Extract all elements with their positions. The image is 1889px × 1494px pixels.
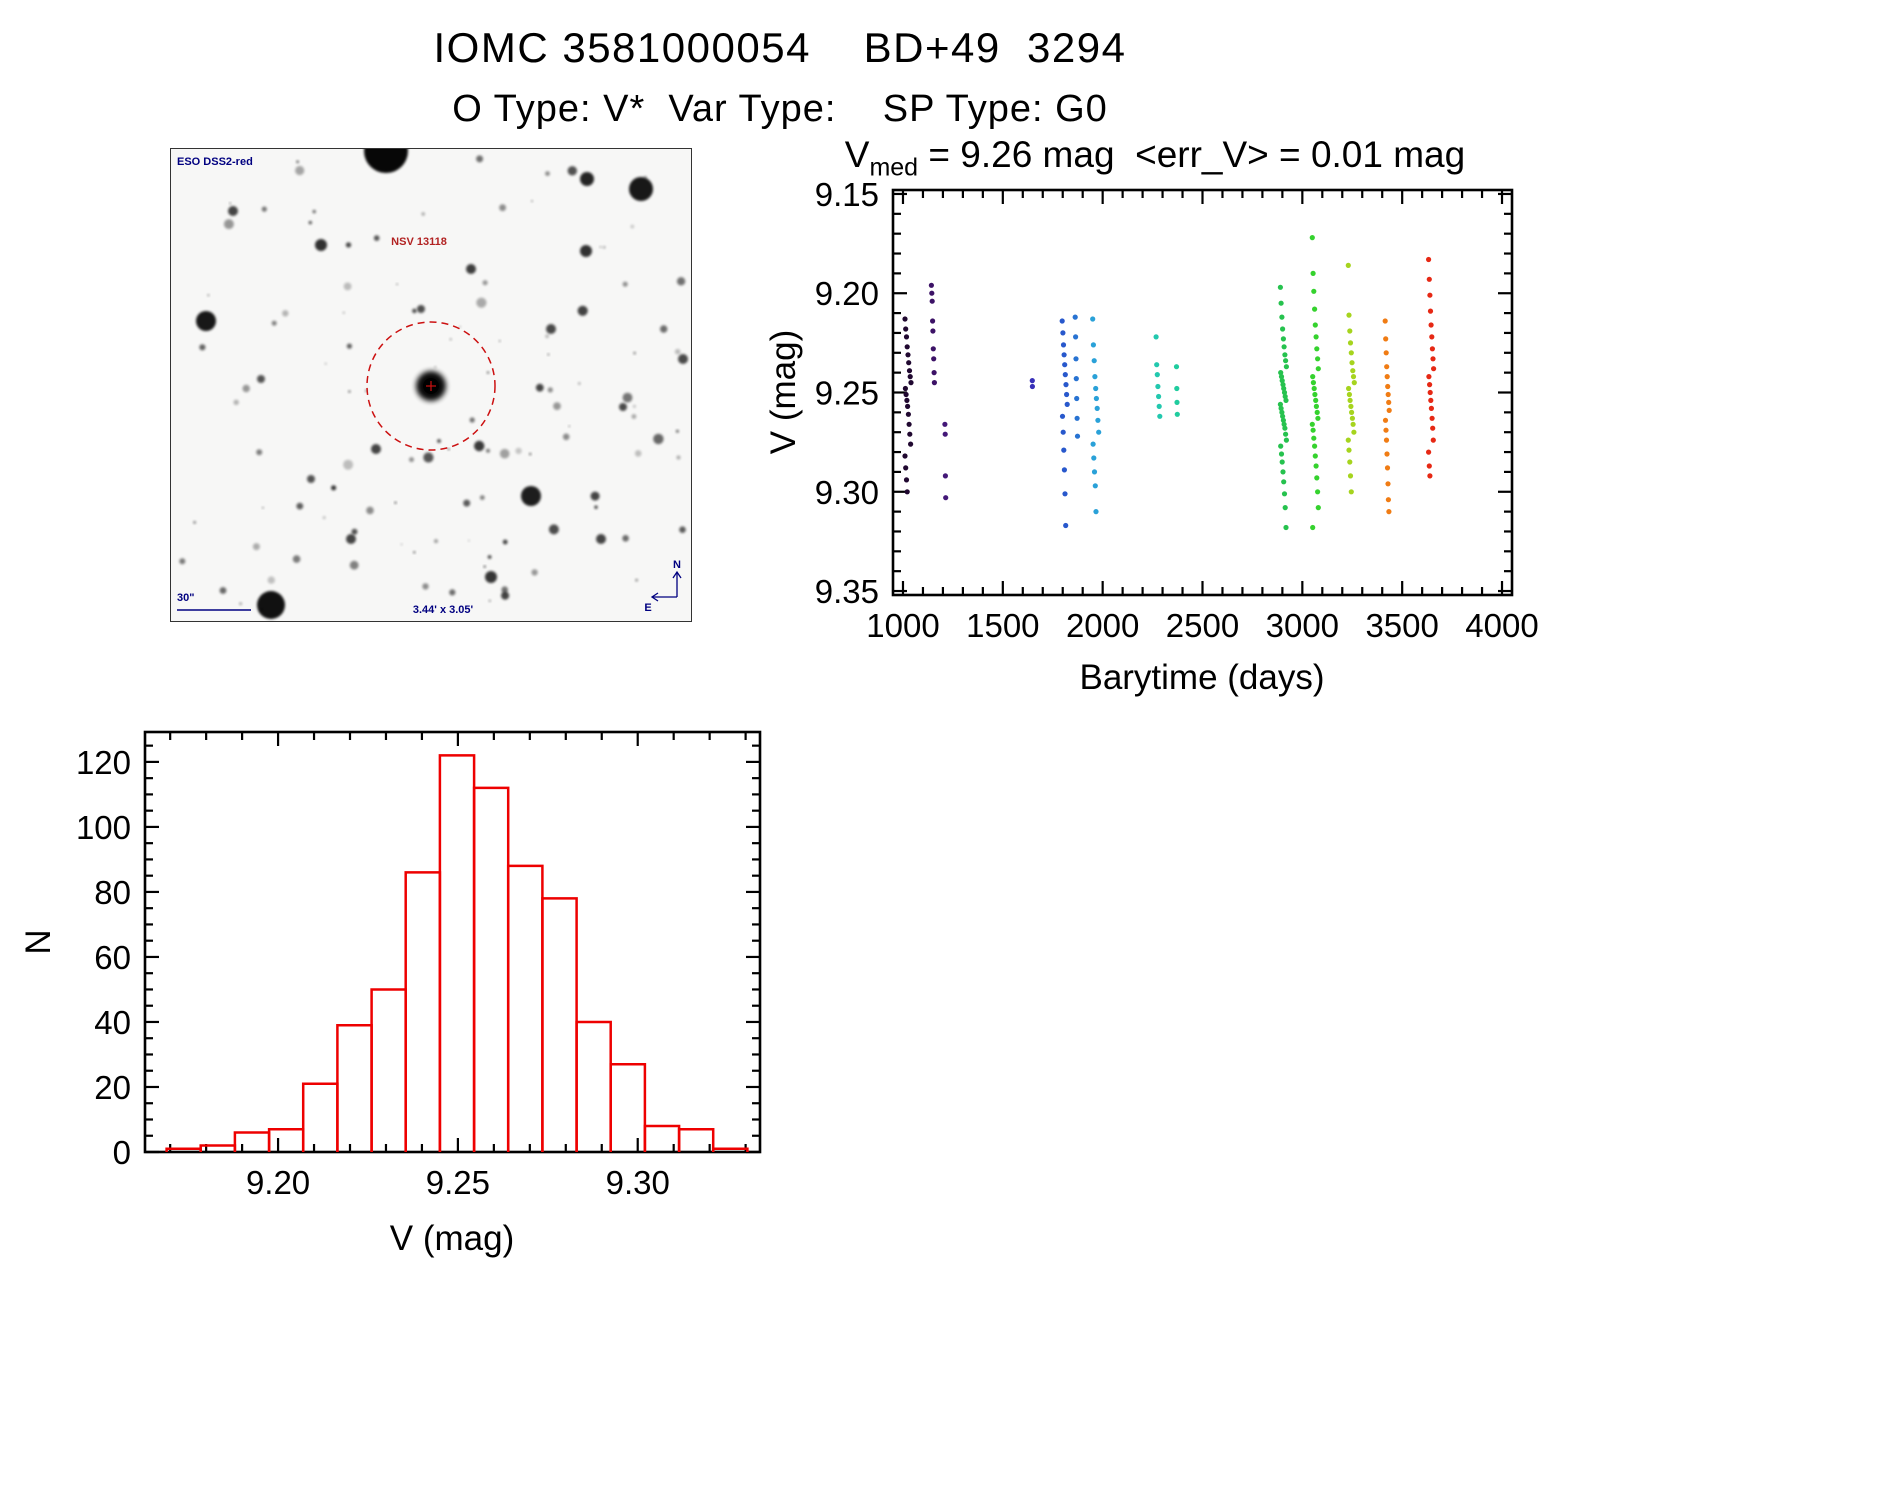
- histogram-bar: [438, 754, 476, 1152]
- x-tick-label: 4000: [1465, 607, 1538, 644]
- y-tick-label: 9.35: [815, 573, 879, 610]
- histogram-bar: [711, 1147, 749, 1152]
- lightcurve-title: Vmed = 9.26 mag <err_V> = 0.01 mag: [750, 134, 1560, 182]
- survey-label: ESO DSS2-red: [177, 156, 253, 168]
- vmed-symbol: V: [844, 134, 870, 175]
- magnitude-histogram: V (mag) N 9.20 9.25 9.30 0 20 40 60 80 100 120: [20, 730, 762, 1258]
- histogram-bar: [370, 988, 407, 1152]
- histogram-bars: [165, 754, 749, 1152]
- lightcurve-ylabel: V (mag): [764, 330, 803, 454]
- vmed-value-text: = 9.26 mag <err_V> = 0.01 mag: [918, 134, 1466, 175]
- x-tick-label: 9.20: [246, 1164, 310, 1201]
- histogram-bar: [301, 1082, 339, 1152]
- histogram-bar: [575, 1020, 612, 1152]
- x-tick-label: 9.25: [426, 1164, 490, 1201]
- histogram-axes: [143, 730, 762, 1154]
- target-label: NSV 13118: [391, 236, 447, 248]
- histogram-xlabel: V (mag): [390, 1219, 514, 1258]
- histogram-tick-labels: 9.20 9.25 9.30 0 20 40 60 80 100 120: [76, 744, 670, 1201]
- y-tick-label: 80: [94, 874, 131, 911]
- y-tick-label: 9.30: [815, 474, 879, 511]
- x-tick-label: 3000: [1266, 607, 1339, 644]
- histogram-bar: [541, 897, 578, 1152]
- star-field: [179, 149, 688, 619]
- y-tick-label: 20: [94, 1069, 131, 1106]
- page-subtitle: O Type: V* Var Type: SP Type: G0: [452, 88, 1108, 130]
- y-tick-label: 100: [76, 809, 131, 846]
- target-circle: [366, 321, 496, 451]
- histogram-bar: [506, 864, 544, 1152]
- y-tick-label: 40: [94, 1004, 131, 1041]
- lightcurve-xlabel: Barytime (days): [1079, 658, 1324, 697]
- y-tick-label: 9.25: [815, 375, 879, 412]
- histogram-bar: [677, 1127, 715, 1152]
- compass-east-label: E: [644, 602, 651, 614]
- page-title: IOMC 3581000054 BD+49 3294: [433, 24, 1127, 71]
- compass-east-arrowhead: [650, 592, 659, 602]
- y-tick-label: 9.15: [815, 176, 879, 213]
- lightcurve-tick-labels: 1000 1500 2000 2500 3000 3500 4000 9.15 9.20 9.25…: [815, 176, 1539, 644]
- scale-bar-label: 30": [177, 592, 194, 604]
- sky-finding-chart: ESO DSS2-red NSV 13118 30" 3.44' x 3.05'…: [170, 148, 692, 622]
- y-tick-label: 0: [113, 1134, 131, 1171]
- x-tick-label: 2500: [1166, 607, 1239, 644]
- histogram-bar: [609, 1062, 647, 1152]
- compass-north-arrowhead: [672, 570, 682, 579]
- histogram-ylabel: N: [20, 929, 58, 954]
- y-tick-label: 120: [76, 744, 131, 781]
- sky-annotations: ESO DSS2-red NSV 13118 30" 3.44' x 3.05'…: [177, 156, 682, 616]
- histogram-bar: [336, 1023, 373, 1152]
- x-tick-label: 2000: [1066, 607, 1139, 644]
- lightcurve-points: [902, 235, 1437, 531]
- y-tick-label: 60: [94, 939, 131, 976]
- vmed-subscript: med: [869, 153, 919, 182]
- histogram-bar: [404, 871, 442, 1152]
- histogram-bar: [233, 1131, 271, 1152]
- x-tick-label: 1000: [866, 607, 939, 644]
- compass: N E: [644, 559, 682, 614]
- x-tick-label: 9.30: [606, 1164, 670, 1201]
- fov-label: 3.44' x 3.05': [413, 604, 474, 616]
- compass-north-label: N: [673, 559, 681, 571]
- x-tick-label: 3500: [1365, 607, 1438, 644]
- histogram-bar: [267, 1127, 305, 1152]
- y-tick-label: 9.20: [815, 275, 879, 312]
- lightcurve-axes: [891, 188, 1514, 597]
- histogram-bar: [472, 786, 510, 1152]
- lightcurve-plot: Barytime (days) V (mag) 1000 1500 2000 2500…: [764, 176, 1539, 697]
- x-tick-label: 1500: [966, 607, 1039, 644]
